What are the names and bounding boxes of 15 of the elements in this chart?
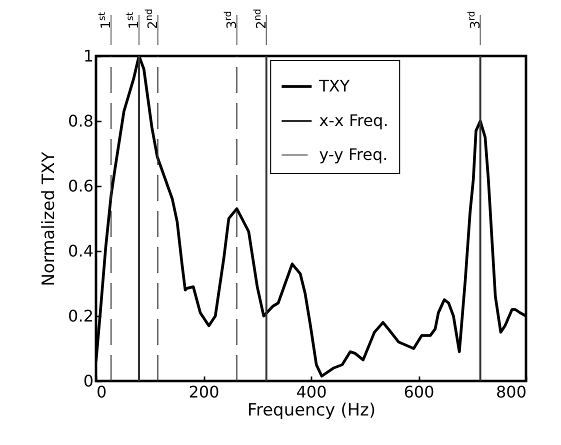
legend-label: TXY <box>318 76 350 96</box>
x-tick-label: 400 <box>296 382 327 402</box>
y-axis-title: Normalized TXY <box>39 151 60 286</box>
legend-label: y-y Freq. <box>319 145 388 164</box>
y-tick-label: 1 <box>83 46 94 66</box>
x-tick-label: 200 <box>188 382 220 402</box>
x-tick-label: 0 <box>96 382 107 402</box>
y-tick-label: 0.4 <box>68 242 94 260</box>
x-tick-label: 800 <box>496 382 526 402</box>
y-tick-label: 0.6 <box>68 176 94 196</box>
y-tick-label: 0.2 <box>68 306 94 326</box>
x-tick-label: 600 <box>404 382 434 402</box>
legend-label: x-x Freq. <box>319 111 388 130</box>
y-tick-label: 0.8 <box>68 112 94 130</box>
x-axis-title: Frequency (Hz) <box>247 400 376 420</box>
